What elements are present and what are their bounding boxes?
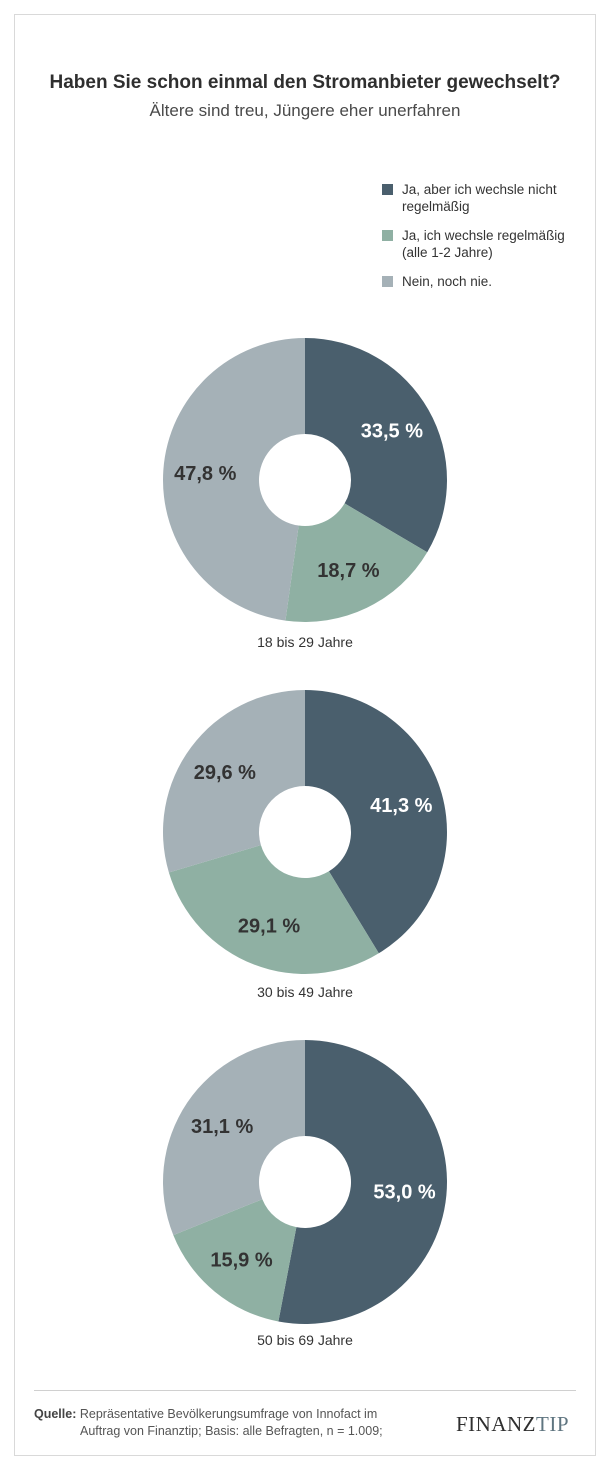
source-text-line2: Auftrag von Finanztip; Basis: alle Befra… [80,1424,383,1438]
legend-item-never: Nein, noch nie. [382,273,592,290]
donut-2-data-label-1: 41,3 % [370,795,432,817]
legend-swatch-not-regular [382,184,393,195]
donut-1-slice-1 [305,338,447,553]
chart-title: Haben Sie schon einmal den Stromanbieter… [49,72,561,93]
donut-2-caption-30-bis-49-jahre: 30 bis 49 Jahre [257,984,353,1000]
donut-1-data-label-2: 18,7 % [317,560,379,582]
legend-item-regular: Ja, ich wechsle regelmäßig (alle 1-2 Jah… [382,227,592,261]
chart-subtitle: Ältere sind treu, Jüngere eher unerfahre… [149,101,461,120]
donut-1-data-label-1: 33,5 % [361,420,423,442]
donut-2-slice-1 [305,690,447,954]
logo-text-tip: TIP [536,1412,569,1436]
donut-3-slice-1 [278,1040,448,1324]
source-text-line1: Repräsentative Bevölkerungsumfrage von I… [79,1407,378,1421]
donut-2-data-label-2: 29,1 % [238,915,300,937]
legend-label-line1: Ja, ich wechsle regelmäßig [402,228,565,243]
donut-3-slice-2 [173,1199,297,1322]
source-note: Quelle: Repräsentative Bevölkerungsumfra… [34,1406,434,1440]
legend-label-line2: regelmäßig [402,199,470,214]
footer-divider [34,1390,576,1391]
donut-3-caption-50-bis-69-jahre: 50 bis 69 Jahre [257,1332,353,1348]
donut-3-data-label-3: 31,1 % [191,1116,253,1138]
donut-3-data-label-2: 15,9 % [210,1249,272,1271]
legend: Ja, aber ich wechsle nicht regelmäßig Ja… [382,181,592,290]
donut-3-data-label-1: 53,0 % [373,1181,435,1203]
donut-1-caption-18-bis-29-jahre: 18 bis 29 Jahre [257,634,353,650]
legend-item-not-regular: Ja, aber ich wechsle nicht regelmäßig [382,181,592,215]
donut-2-slice-2 [168,845,379,974]
legend-swatch-regular [382,230,393,241]
donut-2-data-label-3: 29,6 % [194,762,256,784]
donut-2-slice-3 [162,690,305,873]
finanztip-logo: FINANZTIP [456,1412,569,1437]
donut-3-slice-3 [163,1040,305,1236]
source-label: Quelle: [34,1407,77,1421]
legend-label-line2: (alle 1-2 Jahre) [402,245,493,260]
logo-text-finanz: FINANZ [456,1412,536,1436]
legend-label-line1: Nein, noch nie. [402,274,493,289]
legend-label-line1: Ja, aber ich wechsle nicht [402,182,557,197]
legend-swatch-never [382,276,393,287]
donut-1-slice-2 [285,503,428,622]
donut-1-slice-3 [163,338,305,621]
donut-1-data-label-3: 47,8 % [174,463,236,485]
